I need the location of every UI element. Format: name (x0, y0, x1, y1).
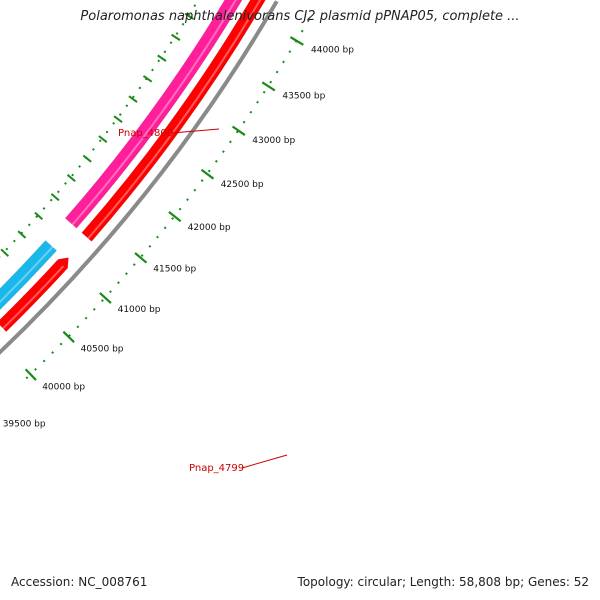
ruler-tick-label: 43000 bp (252, 136, 295, 146)
ruler-tick-label: 42500 bp (221, 180, 264, 190)
inner-major-tick (0, 248, 10, 257)
accession-text: Accession: NC_008761 (9, 575, 150, 589)
inner-major-tick (157, 54, 167, 62)
gene-label-pnap-4800[interactable]: Pnap_4800 (118, 128, 173, 139)
inner-major-tick (142, 75, 153, 83)
gene-label-leader-pnap-4800 (171, 128, 220, 134)
ruler-tick-label: 39500 bp (3, 419, 46, 429)
ruler-major-tick (289, 36, 304, 46)
ruler-major-tick (24, 368, 37, 381)
inner-major-tick (82, 154, 92, 163)
ruler-tick-label: 40500 bp (81, 344, 124, 354)
inner-major-tick (98, 135, 108, 143)
inner-major-tick (34, 211, 44, 221)
inner-major-tick (113, 115, 123, 124)
ruler-major-tick (62, 330, 75, 343)
map-summary-text: Topology: circular; Length: 58,808 bp; G… (295, 575, 591, 589)
ruler-tick-label: 43500 bp (282, 91, 325, 101)
band-highlight (71, 0, 237, 226)
ruler-tick-label: 40000 bp (42, 383, 85, 393)
band-highlight (0, 246, 54, 304)
ruler-tick-label: 41500 bp (153, 265, 196, 275)
orf-block-pnap-4800[interactable] (64, 0, 249, 229)
ruler-major-tick (134, 252, 148, 264)
outer-minor-ticks (21, 19, 310, 384)
ruler-major-tick (99, 292, 112, 304)
gene-labels: Pnap_4800 Pnap_4799 (118, 128, 288, 474)
plasmid-backbone (0, 0, 279, 355)
gene-label-leader-pnap-4799 (241, 454, 288, 469)
feature-tracks (0, 0, 279, 355)
ruler-tick-label: 41000 bp (118, 305, 161, 315)
inner-major-tick (66, 174, 76, 183)
inner-major-tick (171, 33, 181, 41)
bp-ruler: 44000 bp 43500 bp 43000 bp 42500 bp 42000 bp… (0, 0, 354, 429)
cds-block-pnap-4800-forward[interactable] (81, 0, 267, 242)
band-highlight (87, 0, 262, 240)
band-highlight (2, 265, 65, 330)
orf-block-pnap-4799[interactable] (0, 240, 58, 318)
cds-block-pnap-4799-forward[interactable] (0, 257, 69, 333)
inner-major-tick (50, 193, 60, 202)
inner-major-tick (128, 95, 138, 103)
ruler-major-tick (231, 125, 246, 136)
ruler-tick-label: 42000 bp (188, 223, 231, 233)
ruler-tick-label: 44000 bp (311, 46, 354, 56)
inner-major-tick (17, 230, 27, 239)
gene-label-pnap-4799[interactable]: Pnap_4799 (189, 463, 244, 474)
map-title: Polaromonas naphthalenivorans CJ2 plasmi… (80, 9, 520, 24)
inner-major-tick (184, 12, 195, 20)
ruler-major-tick (168, 211, 182, 223)
ruler-major-tick (261, 81, 276, 92)
ruler-major-tick (200, 168, 215, 180)
